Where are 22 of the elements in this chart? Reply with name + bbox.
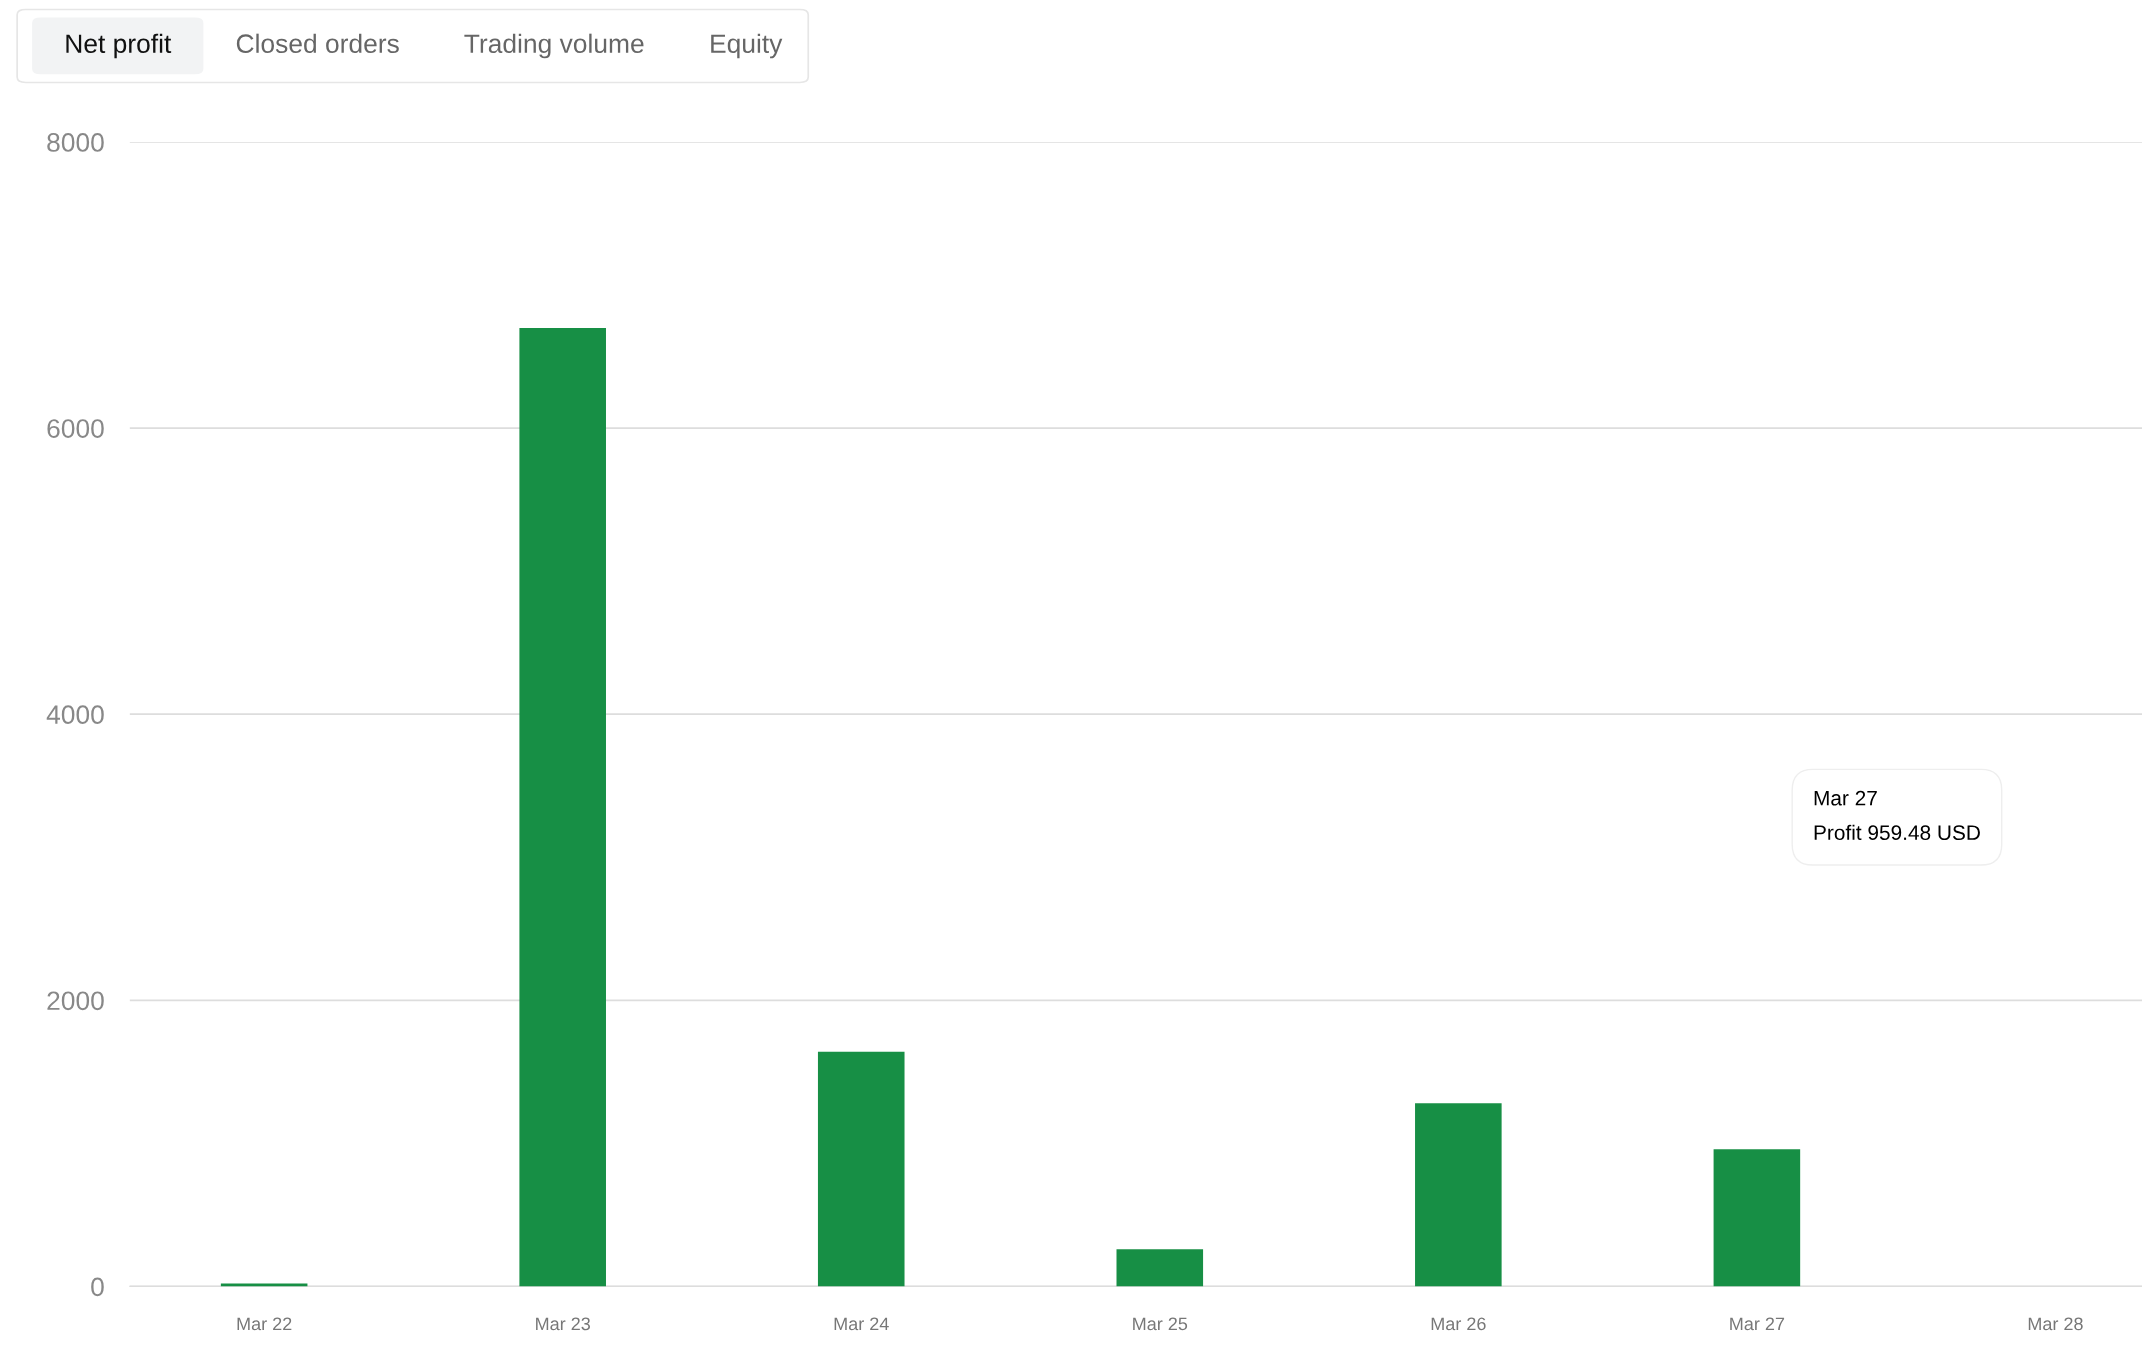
- annotation: Mar 27 Profit 959.48 USD: [1814, 790, 1980, 841]
- x-tick-label: Mar 24: [834, 1317, 889, 1331]
- y-tick-label: 4000: [46, 705, 104, 725]
- bar: [519, 327, 606, 1287]
- y-tick-label: 6000: [47, 419, 104, 438]
- x-tick-label: Mar 23: [536, 1317, 590, 1331]
- x-tick-label: Mar 28: [2028, 1317, 2083, 1331]
- bar: [1713, 1149, 1801, 1287]
- y-tick-label: 8000: [47, 133, 104, 152]
- text: Net profit: [66, 33, 172, 59]
- x-tick-label: Mar 22: [237, 1317, 292, 1331]
- bar: [1415, 1103, 1502, 1287]
- y-tick-label: 0: [91, 1277, 104, 1297]
- y-tick-label: 2000: [47, 991, 104, 1011]
- bar: [1116, 1249, 1204, 1287]
- x-tick-label: Mar 27: [1730, 1317, 1785, 1331]
- x-tick-label: Mar 25: [1133, 1317, 1188, 1331]
- x-tick-label: Mar 26: [1431, 1317, 1486, 1331]
- text: Closed orders: [236, 33, 399, 54]
- text: Equity: [711, 33, 783, 59]
- bar: [817, 1051, 905, 1287]
- text: Trading volume: [464, 33, 644, 59]
